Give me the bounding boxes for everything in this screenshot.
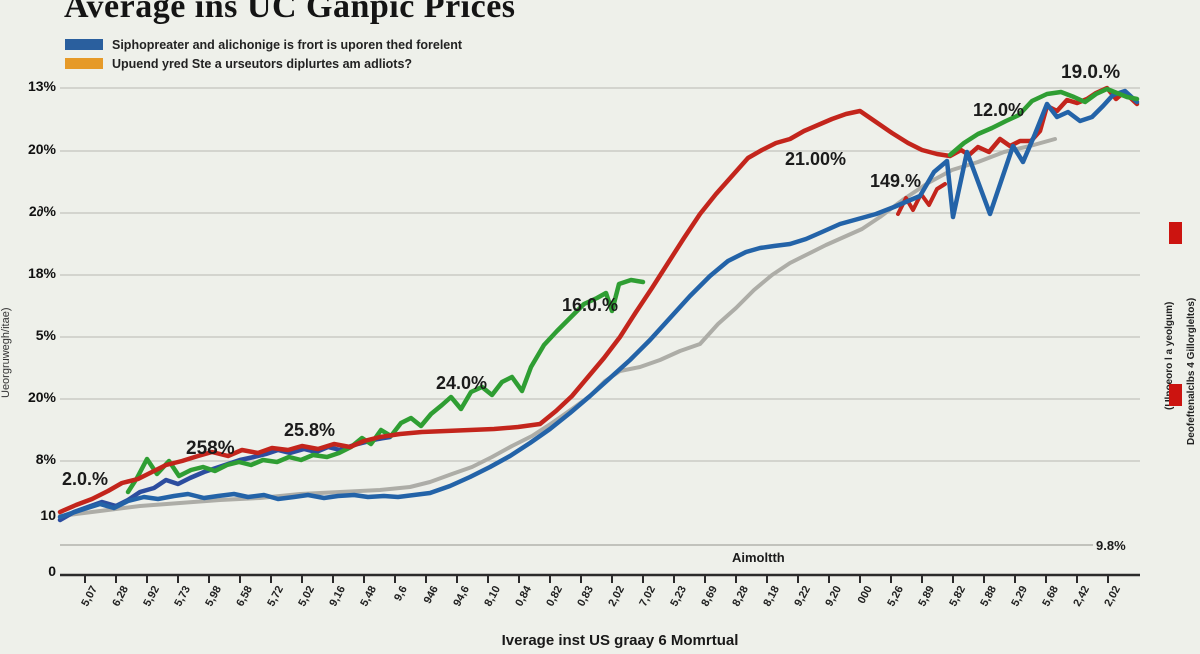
right-sidebar-label-long: Deofeftenalclbs 4 Gillorgleltos): [1186, 297, 1197, 445]
y-tick-label: 2∂%: [28, 203, 56, 219]
legend-label-0: Siphopreater and alichonige is frort is …: [112, 37, 463, 52]
annotation-label: 9.8%: [1096, 538, 1126, 553]
annotation-label: 24.0%: [436, 373, 488, 393]
legend-item-1: Upuend yred Ste a urseutors diplurtes am…: [65, 54, 462, 73]
legend: Siphopreater and alichonige is frort is …: [65, 35, 462, 73]
y-axis-title: Ueorgruwegh/itae): [0, 307, 12, 399]
series-red-line: [57, 85, 1140, 515]
y-tick-label: 0: [48, 563, 56, 579]
annotation-label: 25.8%: [284, 420, 336, 440]
annotation-label: 149.%: [870, 171, 922, 191]
series-blue-line: [57, 88, 1140, 520]
series-gray-line: [58, 137, 1057, 518]
y-tick-label: 8%: [35, 451, 56, 467]
annotation-label: 16.0.%: [562, 295, 619, 315]
y-tick-label: 20%: [27, 389, 56, 405]
y-tick-label: 13%: [27, 78, 56, 94]
series-green-late-line: [947, 86, 1140, 158]
chart-title: Average ins UC Ganpic Prices: [64, 0, 516, 25]
annotation-label: Aimoltth: [732, 550, 785, 565]
y-tick-label: 20%: [27, 141, 56, 157]
red-marker-square-top: [1169, 222, 1182, 244]
annotation-label: 21.00%: [785, 149, 847, 169]
x-axis-title: Iverage inst US graay 6 Momrtual: [501, 632, 739, 649]
legend-swatch-0: [65, 39, 103, 50]
red-marker-square-bottom: [1169, 384, 1182, 406]
y-tick-label: 5%: [35, 327, 56, 343]
annotation-label: 2.0.%: [62, 469, 109, 489]
annotation-label: 19.0.%: [1061, 62, 1121, 83]
annotation-label: 12.0%: [973, 100, 1025, 120]
y-tick-label: 10: [40, 507, 56, 523]
legend-label-1: Upuend yred Ste a urseutors diplurtes am…: [112, 56, 413, 71]
annotation-label: 258%: [186, 438, 235, 459]
y-tick-label: 18%: [27, 265, 56, 281]
legend-item-0: Siphopreater and alichonige is frort is …: [65, 35, 462, 54]
legend-swatch-1: [65, 58, 103, 69]
series-green-early-line: [125, 277, 646, 495]
